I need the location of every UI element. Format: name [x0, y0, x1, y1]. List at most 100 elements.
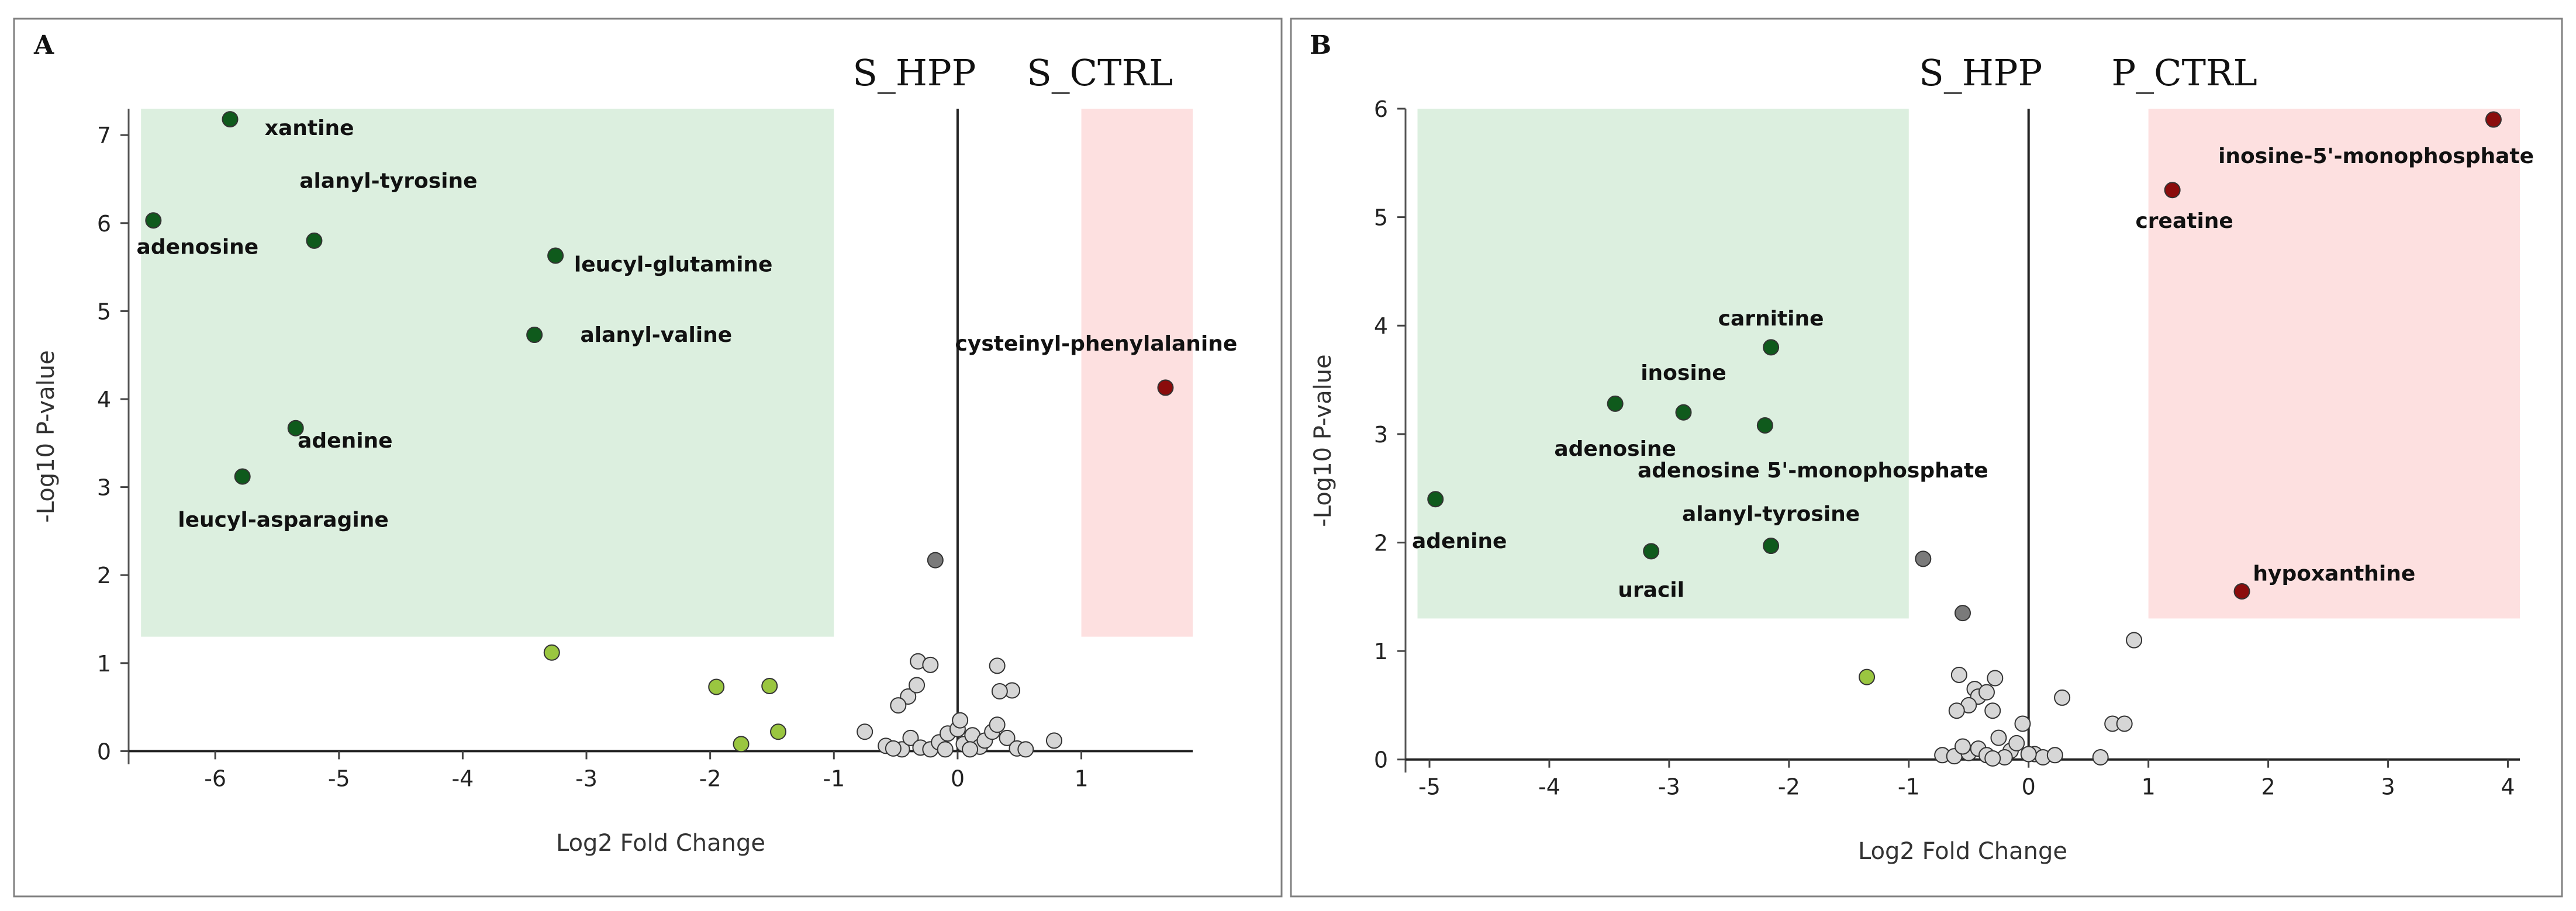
panel-b-point-sig-down	[1675, 404, 1692, 421]
panel-b-point-ns	[2116, 715, 2133, 732]
panel-a-x-tick-label: 1	[1074, 765, 1088, 791]
panel-a-point-ns	[909, 677, 926, 694]
panel-a-y-tick-label: 2	[97, 563, 111, 588]
panel-a-x-tick-label: -6	[204, 765, 226, 791]
panel-a-point-trend	[761, 677, 778, 694]
panel-b-x-tick-label: -5	[1418, 774, 1441, 800]
panel-a-point-ns	[989, 657, 1006, 674]
panel-a-point-sig-down	[306, 232, 323, 249]
panel-b-point-ns	[1990, 729, 2007, 746]
panel-a-point-label: adenosine	[137, 235, 259, 259]
panel-b-point-ns	[2008, 735, 2025, 751]
panel-b-group-left-label: S_HPP	[1919, 51, 2042, 94]
panel-b-point-ns	[2014, 715, 2031, 732]
panel-a-y-tick-label: 7	[97, 123, 111, 148]
panel-a-group-right-label: S_CTRL	[1027, 51, 1173, 94]
panel-b-point-sig-down	[1607, 395, 1624, 412]
panel-b-y-tick-label: 3	[1374, 422, 1388, 448]
panel-a-y-tick-label: 1	[97, 651, 111, 677]
panel-b-point-ns	[2054, 689, 2071, 706]
panel-a-point-sig-down	[145, 212, 162, 229]
panel-b-point-ns	[1948, 702, 1965, 719]
panel-a-x-tick-label: 0	[951, 765, 965, 791]
panel-a-point-label: adenine	[298, 429, 393, 453]
panel-a-letter: A	[33, 30, 54, 60]
panel-b-point-ns	[2046, 747, 2063, 764]
panel-b-x-tick-label: -3	[1658, 774, 1680, 800]
panel-b-x-tick-label: 4	[2501, 774, 2515, 800]
panel-a-point-ns	[902, 729, 919, 746]
panel-a-point-ns	[962, 741, 979, 758]
panel-b-group-right-label: P_CTRL	[2111, 51, 2257, 94]
panel-b-y-tick-label: 1	[1374, 639, 1388, 664]
panel-a-x-tick-label: -5	[328, 765, 350, 791]
panel-b-point-ns	[1978, 684, 1995, 701]
panel-a-point-ns	[991, 683, 1008, 699]
panel-b-point-label: creatine	[2135, 209, 2233, 233]
panel-a-x-axis-title: Log2 Fold Change	[556, 830, 765, 857]
panel-b-point-label: carnitine	[1718, 307, 1824, 331]
panel-a-point-sig-down	[547, 247, 564, 264]
panel-b-x-tick-label: -4	[1538, 774, 1560, 800]
panel-b-x-tick-label: 0	[2022, 774, 2036, 800]
panel-a-point-ns	[1045, 732, 1062, 749]
panel-b-point-label: hypoxanthine	[2253, 562, 2415, 586]
panel-a-point-label: cysteinyl-phenylalanine	[955, 332, 1238, 356]
panel-b-point-sig-down	[1763, 339, 1780, 356]
panel-b: B -5 -4 -3 -2 -1 0 1 2 3 4 0 1 2 3 4 5 6 Log2 Fold Change -…	[1310, 30, 2534, 865]
panel-b-point-ns	[2020, 746, 2037, 763]
panel-a-y-tick-label: 3	[97, 475, 111, 501]
panel-a-x-tick-label: -3	[575, 765, 598, 791]
panel-b-y-tick-label: 2	[1374, 530, 1388, 556]
panel-a-y-tick-label: 4	[97, 387, 111, 413]
panel-b-point-ns	[1984, 702, 2001, 719]
panel-a-y-tick-label: 0	[97, 739, 111, 764]
panel-a-group-left-label: S_HPP	[852, 51, 976, 94]
panel-b-point-sig-down	[1756, 417, 1773, 434]
panel-a-point-ns	[922, 656, 939, 673]
panel-b-point-sig-down	[1427, 491, 1444, 508]
panel-a-point-trend	[543, 644, 560, 661]
panel-a-point-trend	[770, 723, 787, 740]
panel-a-point-sig-down	[222, 111, 239, 128]
panel-b-x-axis-title: Log2 Fold Change	[1858, 838, 2067, 865]
panel-b-x-tick-label: 3	[2381, 774, 2395, 800]
panel-a-red-zone	[1081, 109, 1193, 637]
panel-b-y-tick-label: 6	[1374, 96, 1388, 122]
panel-a-point-sig-down	[234, 468, 251, 485]
panel-a-point-trend	[708, 678, 725, 695]
panel-a-point-label: xantine	[265, 116, 354, 140]
panel-a-point-sig-down	[526, 327, 543, 344]
panel-a-point-ns	[857, 723, 873, 740]
panel-b-point-ns	[1955, 738, 1971, 755]
panel-a-point-label: leucyl-asparagine	[178, 508, 388, 532]
panel-a-point-trend	[733, 736, 750, 753]
panel-a-point-label: alanyl-tyrosine	[299, 169, 477, 193]
panel-b-point-ns-dark	[1915, 550, 1932, 567]
panel-a-point-sig-down	[287, 420, 304, 437]
panel-b-point-label: uracil	[1618, 578, 1684, 602]
panel-b-point-label: adenine	[1412, 529, 1507, 553]
panel-b-point-label: adenosine 5'-monophosphate	[1638, 459, 1988, 483]
panel-b-point-sig-up	[2233, 583, 2250, 600]
panel-a-x-tick-label: -2	[699, 765, 721, 791]
panel-a-y-axis-title: -Log10 P-value	[33, 350, 60, 522]
panel-b-point-ns	[2092, 749, 2109, 766]
panel-b-point-ns	[1984, 750, 2001, 767]
panel-b-point-sig-down	[1763, 538, 1780, 555]
panel-b-point-label: alanyl-tyrosine	[1682, 502, 1860, 526]
panel-a-point-ns-dark	[927, 552, 944, 569]
panel-a-point-ns	[999, 729, 1016, 746]
panel-b-x-tick-label: -1	[1898, 774, 1920, 800]
panel-b-letter: B	[1310, 30, 1331, 60]
panel-a-point-ns	[937, 741, 954, 758]
panel-a-y-tick-label: 5	[97, 299, 111, 324]
panel-a-x-tick-label: -1	[823, 765, 845, 791]
panel-b-y-tick-label: 4	[1374, 313, 1388, 339]
panel-a-green-zone	[141, 109, 834, 637]
panel-a-point-ns	[885, 740, 902, 757]
panel-b-red-zone	[2148, 109, 2520, 619]
panel-a-point-label: leucyl-glutamine	[574, 253, 773, 277]
